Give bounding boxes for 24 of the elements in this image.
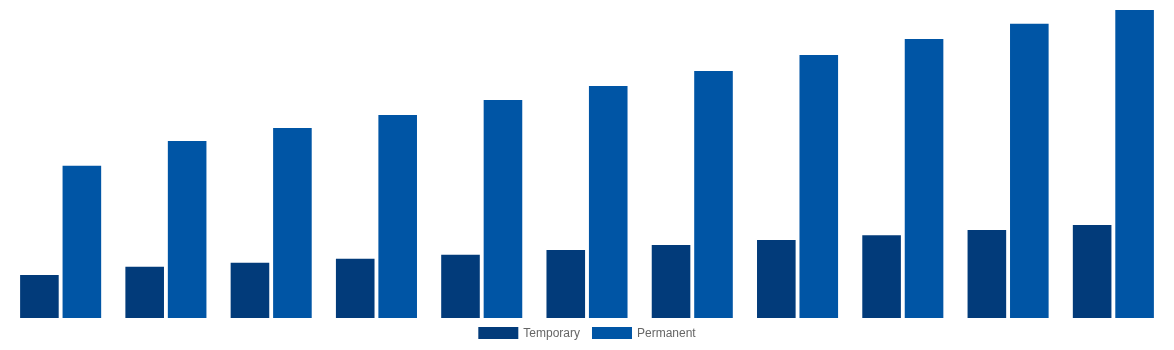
bar (441, 254, 480, 318)
bar (904, 38, 944, 318)
bar (483, 99, 523, 318)
bar (20, 274, 59, 318)
bar (125, 266, 164, 318)
bar (1072, 224, 1112, 318)
bar (694, 70, 733, 318)
bar (588, 86, 628, 318)
bar (757, 240, 796, 318)
bar (546, 249, 586, 318)
legend-label: Permanent (636, 326, 697, 340)
bar (62, 165, 102, 318)
bar (1010, 23, 1049, 318)
bar (167, 140, 207, 318)
bar (273, 127, 312, 318)
bar (862, 235, 901, 318)
bar (799, 54, 839, 318)
bar (967, 229, 1007, 318)
bar (1115, 10, 1154, 318)
legend-label: Temporary (523, 326, 580, 340)
bar (335, 258, 375, 318)
bar (651, 245, 691, 318)
bar (230, 262, 270, 318)
bar (378, 115, 417, 318)
